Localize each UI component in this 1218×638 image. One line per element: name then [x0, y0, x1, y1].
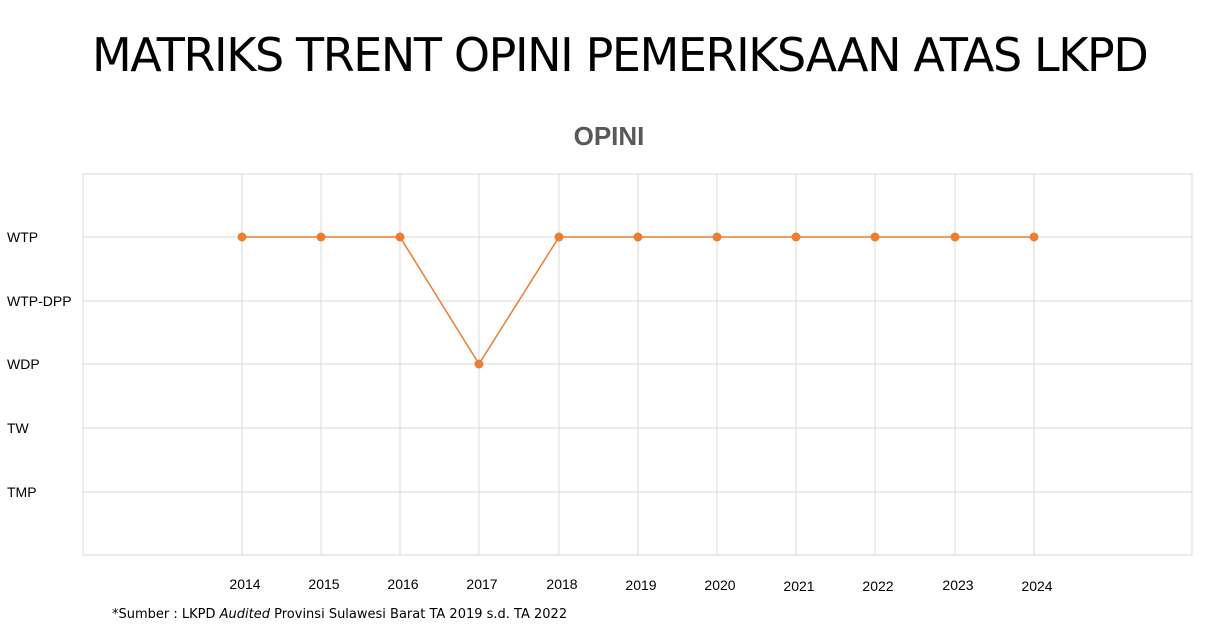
data-point: [712, 232, 722, 242]
grid-lines: [83, 174, 1192, 555]
footnote-prefix: *Sumber : LKPD: [112, 607, 220, 622]
x-tick-label: 2024: [1021, 578, 1052, 594]
x-tick-label: 2016: [387, 576, 418, 592]
data-point: [237, 232, 247, 242]
data-point: [1029, 232, 1039, 242]
y-tick-label: TMP: [7, 484, 37, 500]
series-layer: [237, 232, 1039, 369]
x-tick-label: 2022: [862, 578, 893, 594]
x-axis-labels: 2014 2015 2016 2017 2018 2019 2020 2021 2022 2023…: [229, 576, 1052, 594]
x-tick-label: 2015: [308, 576, 339, 592]
y-axis-labels: WTP WTP-DPP WDP TW TMP: [7, 229, 72, 500]
chart-title: OPINI: [573, 121, 645, 151]
y-tick-label: WTP: [7, 229, 38, 245]
x-tick-label: 2014: [229, 576, 260, 592]
data-point: [395, 232, 405, 242]
footnote-emphasis: Audited: [219, 607, 270, 622]
data-point: [791, 232, 801, 242]
data-point: [870, 232, 880, 242]
data-point: [474, 359, 484, 369]
source-footnote: *Sumber : LKPD Audited Provinsi Sulawesi…: [112, 607, 567, 622]
x-tick-label: 2017: [466, 576, 497, 592]
page-title: MATRIKS TRENT OPINI PEMERIKSAAN ATAS LKP…: [92, 28, 1149, 82]
data-point: [950, 232, 960, 242]
x-tick-label: 2023: [942, 577, 973, 593]
data-point: [633, 232, 643, 242]
y-tick-label: WDP: [7, 356, 40, 372]
data-point: [554, 232, 564, 242]
y-tick-label: TW: [7, 420, 30, 436]
x-tick-label: 2019: [625, 577, 656, 593]
x-tick-label: 2020: [704, 577, 735, 593]
footnote-suffix: Provinsi Sulawesi Barat TA 2019 s.d. TA …: [270, 607, 568, 622]
x-tick-label: 2021: [783, 578, 814, 594]
y-tick-label: WTP-DPP: [7, 293, 72, 309]
data-point: [316, 232, 326, 242]
x-tick-label: 2018: [546, 576, 577, 592]
